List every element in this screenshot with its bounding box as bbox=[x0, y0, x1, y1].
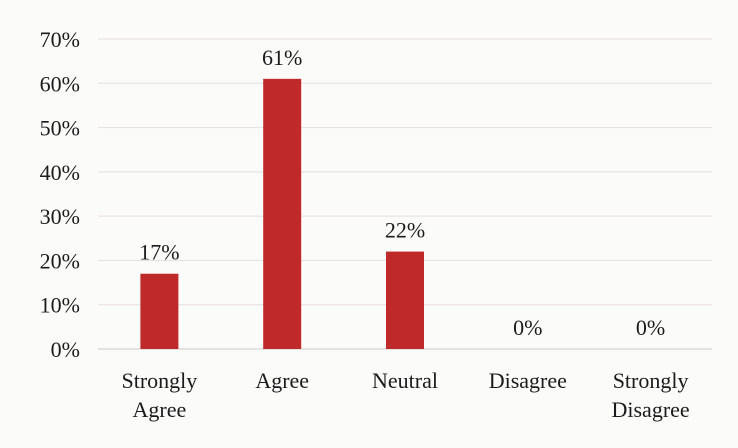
x-category-label-line: Disagree bbox=[489, 368, 567, 393]
bar bbox=[263, 78, 302, 349]
data-label: 17% bbox=[139, 240, 179, 265]
y-tick-label: 70% bbox=[40, 27, 80, 52]
x-category-label: Strongly Disagree bbox=[612, 368, 690, 422]
x-category-label: Agree bbox=[255, 368, 309, 393]
x-category-label: Strongly Agree bbox=[122, 368, 198, 422]
y-tick-label: 50% bbox=[40, 116, 80, 141]
data-labels: 17% 61% 22% 0% 0% bbox=[139, 45, 665, 340]
y-tick-label: 10% bbox=[40, 293, 80, 318]
bars bbox=[140, 78, 424, 349]
data-label: 0% bbox=[636, 315, 665, 340]
data-label: 22% bbox=[385, 218, 425, 243]
y-tick-label: 60% bbox=[40, 71, 80, 96]
x-category-label: Neutral bbox=[372, 368, 438, 393]
data-label: 61% bbox=[262, 45, 302, 70]
data-label: 0% bbox=[513, 315, 542, 340]
x-category-label-line: Strongly bbox=[122, 368, 198, 393]
y-tick-label: 0% bbox=[51, 337, 80, 362]
x-category-label-line: Strongly bbox=[613, 368, 689, 393]
x-category-label-line: Agree bbox=[133, 397, 187, 422]
x-category-label-line: Agree bbox=[255, 368, 309, 393]
x-category-label-line: Disagree bbox=[612, 397, 690, 422]
bar bbox=[386, 251, 424, 349]
x-category-label-line: Neutral bbox=[372, 368, 438, 393]
y-axis-tick-labels: 0% 10% 20% 30% 40% 50% 60% 70% bbox=[40, 27, 80, 362]
bar bbox=[140, 273, 179, 349]
y-tick-label: 40% bbox=[40, 160, 80, 185]
y-tick-label: 20% bbox=[40, 248, 80, 273]
x-category-label: Disagree bbox=[489, 368, 567, 393]
y-tick-label: 30% bbox=[40, 204, 80, 229]
